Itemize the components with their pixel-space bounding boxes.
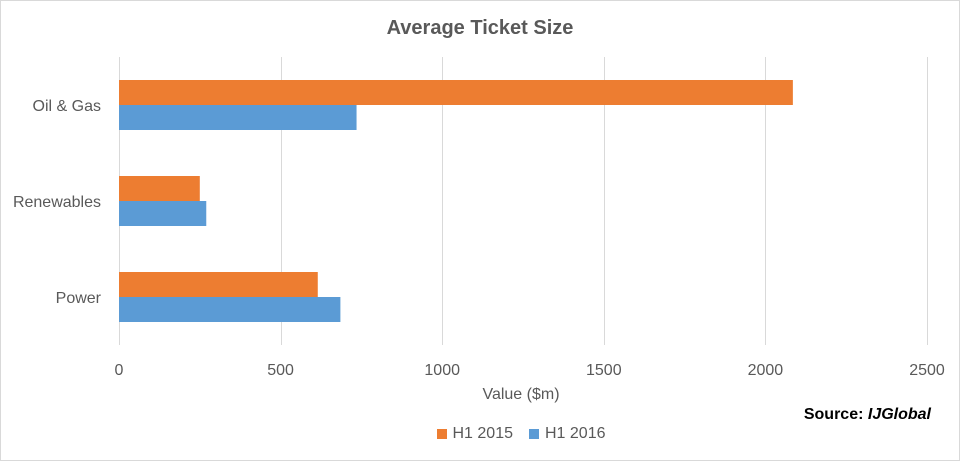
- chart-title: Average Ticket Size: [386, 17, 574, 39]
- source-brand: IJGlobal: [867, 406, 931, 423]
- legend-label-h1-2015: H1 2015: [452, 425, 514, 442]
- legend: H1 2015 H1 2016: [1, 425, 960, 443]
- x-tick-label: 2000: [748, 362, 784, 379]
- bar: [119, 201, 207, 226]
- x-tick-label: 1000: [424, 362, 460, 379]
- source-note: Source: IJGlobal: [804, 406, 931, 424]
- x-tick-label: 2500: [909, 362, 945, 379]
- x-tick-label: 0: [115, 362, 124, 379]
- y-category-label: Oil & Gas: [33, 98, 101, 115]
- bar: [119, 297, 341, 322]
- legend-swatch-h1-2015: [436, 429, 447, 439]
- y-category-label: Power: [56, 290, 102, 307]
- source-label: Source:: [803, 406, 864, 423]
- x-tick-label: 1500: [586, 362, 622, 379]
- x-axis-title: Value ($m): [482, 386, 560, 403]
- legend-swatch-h1-2016: [529, 429, 539, 439]
- legend-label-h1-2016: H1 2016: [545, 425, 606, 442]
- bar: [119, 176, 200, 201]
- legend-item-h1-2016: H1 2016: [529, 425, 606, 443]
- bar: [119, 105, 357, 130]
- legend-item-h1-2015: H1 2015: [436, 425, 514, 443]
- bar: [119, 80, 793, 105]
- y-category-label: Renewables: [13, 194, 101, 211]
- bar: [119, 272, 318, 297]
- x-tick-label: 500: [267, 362, 294, 379]
